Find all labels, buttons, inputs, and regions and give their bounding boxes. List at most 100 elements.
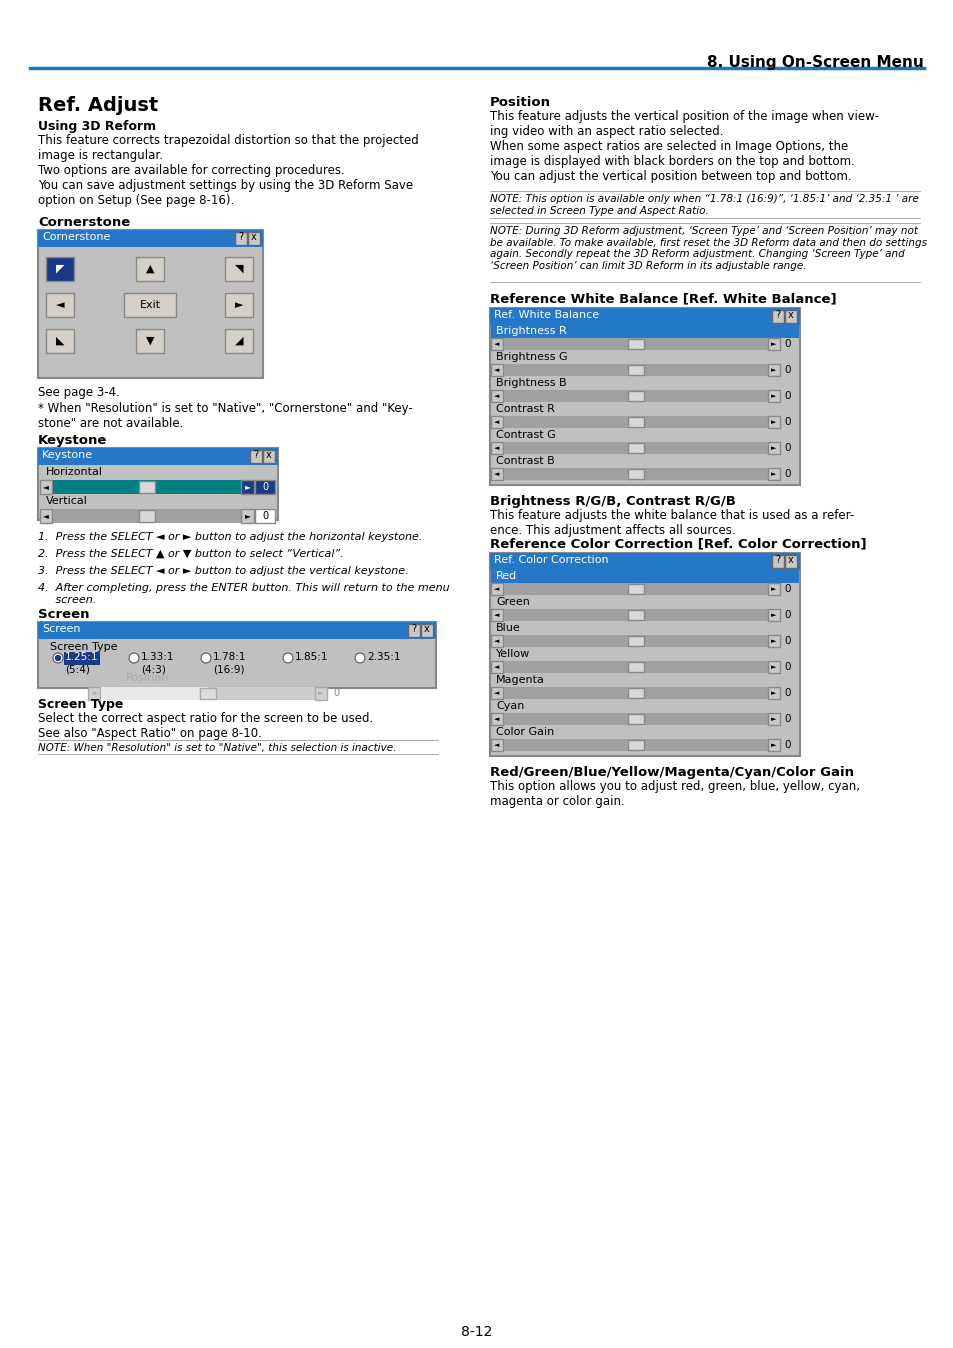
Text: (5:4): (5:4) <box>65 665 90 675</box>
Text: ◄: ◄ <box>494 341 499 346</box>
Bar <box>254 480 274 493</box>
Text: Position: Position <box>490 96 551 109</box>
Text: ◥: ◥ <box>234 264 243 274</box>
Text: ►: ► <box>771 470 776 477</box>
Text: Using 3D Reform: Using 3D Reform <box>38 120 156 133</box>
Text: Contrast R: Contrast R <box>496 404 555 414</box>
Text: 1.33:1: 1.33:1 <box>141 652 174 662</box>
Bar <box>40 480 52 493</box>
Circle shape <box>283 654 293 662</box>
Bar <box>314 687 327 700</box>
Bar <box>491 713 502 725</box>
Text: Contrast B: Contrast B <box>496 456 554 466</box>
Text: ◄: ◄ <box>494 741 499 748</box>
Circle shape <box>130 654 138 662</box>
Text: ◤: ◤ <box>55 264 64 274</box>
Text: ►: ► <box>771 638 776 644</box>
Text: ◄: ◄ <box>494 612 499 617</box>
Text: 2.35:1: 2.35:1 <box>367 652 400 662</box>
Bar <box>767 687 780 700</box>
Text: Red/Green/Blue/Yellow/Magenta/Cyan/Color Gain: Red/Green/Blue/Yellow/Magenta/Cyan/Color… <box>490 766 853 779</box>
Bar <box>627 443 643 453</box>
Text: NOTE: During 3D Reform adjustment, ‘Screen Type’ and ‘Screen Position’ may not
b: NOTE: During 3D Reform adjustment, ‘Scre… <box>490 226 926 271</box>
Bar <box>490 553 800 756</box>
Text: 0: 0 <box>262 483 268 492</box>
Bar <box>503 442 767 454</box>
Text: This feature adjusts the white balance that is used as a refer-
ence. This adjus: This feature adjusts the white balance t… <box>490 510 853 537</box>
Circle shape <box>355 654 364 662</box>
Text: Brightness B: Brightness B <box>496 377 566 388</box>
Text: ?: ? <box>775 310 780 319</box>
Text: ◄: ◄ <box>494 638 499 644</box>
Text: 8-12: 8-12 <box>461 1325 492 1339</box>
Bar <box>101 687 314 700</box>
Bar <box>627 417 643 427</box>
Bar <box>234 232 247 245</box>
Text: 0: 0 <box>784 443 790 453</box>
Text: 1.85:1: 1.85:1 <box>294 652 328 662</box>
Text: 1.25:1: 1.25:1 <box>65 652 98 662</box>
Bar <box>491 609 502 621</box>
Text: ?: ? <box>411 624 416 634</box>
Bar <box>767 713 780 725</box>
Bar <box>491 570 799 582</box>
Bar <box>627 714 643 724</box>
Bar <box>627 636 643 646</box>
Bar <box>241 510 253 523</box>
Bar <box>767 582 780 594</box>
Text: Keystone: Keystone <box>42 450 93 460</box>
Text: 0: 0 <box>333 689 338 698</box>
Bar <box>767 364 780 376</box>
Text: 0: 0 <box>784 662 790 673</box>
Text: NOTE: This option is available only when “1.78:1 (16:9)”, ‘1.85:1’ and ‘2.35:1 ’: NOTE: This option is available only when… <box>490 194 918 216</box>
Text: ◄: ◄ <box>43 511 49 520</box>
Text: Cyan: Cyan <box>496 701 524 710</box>
Bar <box>503 713 767 725</box>
Text: Screen: Screen <box>38 608 90 621</box>
Text: ◄: ◄ <box>55 301 64 310</box>
Text: ►: ► <box>771 341 776 346</box>
Text: ◄: ◄ <box>91 690 96 697</box>
Text: (4:3): (4:3) <box>141 665 166 675</box>
Bar <box>490 307 800 325</box>
Text: ?: ? <box>775 555 780 565</box>
Bar <box>503 338 767 350</box>
Text: Contrast G: Contrast G <box>496 430 556 439</box>
Bar <box>491 582 502 594</box>
Text: Brightness R/G/B, Contrast R/G/B: Brightness R/G/B, Contrast R/G/B <box>490 495 735 508</box>
Text: 0: 0 <box>784 365 790 375</box>
Text: Select the correct aspect ratio for the screen to be used.
See also "Aspect Rati: Select the correct aspect ratio for the … <box>38 712 373 740</box>
Text: Brightness R: Brightness R <box>496 326 566 336</box>
Bar <box>771 310 783 324</box>
Bar <box>503 661 767 673</box>
Text: ►: ► <box>771 612 776 617</box>
Text: Red: Red <box>496 572 517 581</box>
Bar <box>627 687 643 698</box>
Bar <box>64 652 100 665</box>
Text: ◄: ◄ <box>494 470 499 477</box>
Text: ►: ► <box>234 301 243 310</box>
Bar <box>38 448 277 465</box>
Text: * When "Resolution" is set to "Native", "Cornerstone" and "Key-
stone" are not a: * When "Resolution" is set to "Native", … <box>38 402 413 430</box>
Bar <box>784 555 796 568</box>
Circle shape <box>201 654 211 662</box>
Bar <box>767 338 780 350</box>
Text: x: x <box>424 624 430 634</box>
Text: Ref. Adjust: Ref. Adjust <box>38 96 158 115</box>
Text: Reference Color Correction [Ref. Color Correction]: Reference Color Correction [Ref. Color C… <box>490 537 865 550</box>
Bar <box>627 338 643 349</box>
Text: 4.  After completing, press the ENTER button. This will return to the menu
     : 4. After completing, press the ENTER but… <box>38 582 449 605</box>
Bar <box>491 417 502 429</box>
Bar <box>408 624 419 638</box>
Bar <box>491 661 502 673</box>
Bar <box>491 364 502 376</box>
Text: 1.  Press the SELECT ◄ or ► button to adjust the horizontal keystone.: 1. Press the SELECT ◄ or ► button to adj… <box>38 532 422 542</box>
Text: ?: ? <box>238 232 243 243</box>
Bar <box>491 390 502 402</box>
Text: 0: 0 <box>784 636 790 646</box>
Bar <box>767 661 780 673</box>
Text: Keystone: Keystone <box>38 434 108 448</box>
Bar <box>771 555 783 568</box>
Bar <box>38 231 263 247</box>
Text: Cornerstone: Cornerstone <box>42 232 111 243</box>
